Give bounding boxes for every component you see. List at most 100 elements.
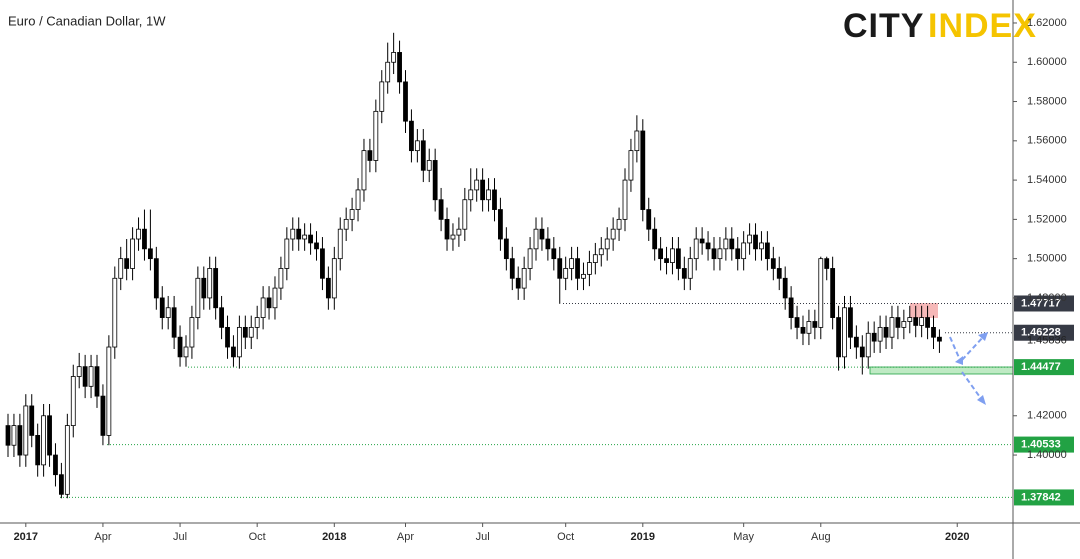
candle-body <box>17 425 23 456</box>
candle-body <box>76 366 82 377</box>
candle-body <box>622 179 628 220</box>
x-tick-label: Oct <box>249 531 266 543</box>
candle-body <box>183 346 189 358</box>
candle-body <box>658 248 664 260</box>
candle-body <box>652 228 658 250</box>
candle-body <box>628 150 634 181</box>
logo-city: CITY <box>843 7 924 45</box>
y-tick-label: 1.62000 <box>1027 17 1067 29</box>
candle-body <box>379 81 385 112</box>
candle-body <box>687 258 693 279</box>
candle-body <box>266 297 272 309</box>
y-tick-label: 1.54000 <box>1027 174 1067 186</box>
candle-body <box>859 346 865 358</box>
arrow <box>949 336 961 361</box>
candle-body <box>824 258 830 269</box>
candle-body <box>937 336 942 342</box>
candle-body <box>877 326 883 342</box>
candle-body <box>551 248 557 260</box>
candle-body <box>515 277 521 289</box>
candle-body <box>165 307 171 318</box>
candle-body <box>747 234 752 244</box>
candle-body <box>539 228 545 240</box>
logo-index: INDEX <box>928 7 1037 45</box>
level-label: 1.46228 <box>1021 327 1061 339</box>
candle-body <box>409 120 414 152</box>
candle-body <box>871 332 877 342</box>
candle-body <box>788 297 794 318</box>
candle-body <box>438 199 444 220</box>
candle-body <box>883 326 889 338</box>
x-tick-label: Jul <box>173 531 187 543</box>
candle-body <box>385 61 391 83</box>
candle-body <box>236 326 242 358</box>
candle-body <box>195 277 201 318</box>
candle-body <box>213 268 219 309</box>
candle-body <box>818 258 824 328</box>
candle-body <box>47 415 52 456</box>
level-label-box <box>1014 359 1074 376</box>
candle-body <box>764 242 770 260</box>
candle-body <box>254 317 260 328</box>
candle-body <box>242 326 248 338</box>
projection-arrows <box>949 335 985 401</box>
candle-body <box>610 228 616 240</box>
candle-body <box>498 209 503 240</box>
candle-body <box>919 317 925 326</box>
candle-body <box>106 346 112 436</box>
candle-body <box>88 366 94 387</box>
x-tick-label: Jul <box>476 531 490 543</box>
candle-body <box>509 258 515 279</box>
candle-body <box>889 317 895 338</box>
candle-body <box>533 228 539 250</box>
candle-body <box>260 297 266 318</box>
candle-body <box>640 130 646 210</box>
candle-body <box>403 81 408 122</box>
candle-body <box>100 395 106 436</box>
candle-body <box>794 317 800 328</box>
level-label: 1.37842 <box>1021 491 1061 503</box>
candle-body <box>444 218 450 240</box>
arrow-heads <box>955 332 988 405</box>
candle-body <box>391 52 397 63</box>
candle-body <box>729 238 735 250</box>
y-tick-label: 1.60000 <box>1027 56 1067 68</box>
candle-body <box>699 238 705 244</box>
candle-body <box>159 297 165 318</box>
candle-body <box>349 209 355 220</box>
candle-body <box>29 405 35 436</box>
candle-body <box>219 307 224 328</box>
candle-body <box>136 228 141 240</box>
candle-body <box>646 209 652 230</box>
candle-body <box>836 317 841 358</box>
candle-body <box>670 248 675 263</box>
candle-body <box>302 234 308 240</box>
candle-body <box>94 366 100 397</box>
level-label-box <box>1014 489 1074 506</box>
resistance-zone <box>910 303 938 318</box>
candle-body <box>842 307 847 358</box>
candle-body <box>575 258 580 279</box>
candle-body <box>53 454 58 476</box>
candle-body <box>11 425 17 446</box>
candle-body <box>741 242 747 260</box>
candle-body <box>581 273 586 279</box>
candle-body <box>397 52 402 83</box>
level-label: 1.40533 <box>1021 438 1061 450</box>
candle-body <box>527 248 533 269</box>
candle-body <box>693 238 699 260</box>
candle-body <box>711 248 717 260</box>
x-tick-label: Aug <box>811 531 831 543</box>
candle-body <box>41 415 47 466</box>
candle-body <box>468 189 474 201</box>
candle-body <box>907 317 913 322</box>
candle-body <box>278 268 284 289</box>
candle-body <box>70 376 76 426</box>
arrow <box>961 371 983 401</box>
candle-body <box>770 258 776 269</box>
candle-body <box>23 405 29 456</box>
candle-body <box>776 268 782 279</box>
candle-body <box>296 228 302 240</box>
arrow-head <box>955 356 963 365</box>
candle-body <box>325 277 331 299</box>
